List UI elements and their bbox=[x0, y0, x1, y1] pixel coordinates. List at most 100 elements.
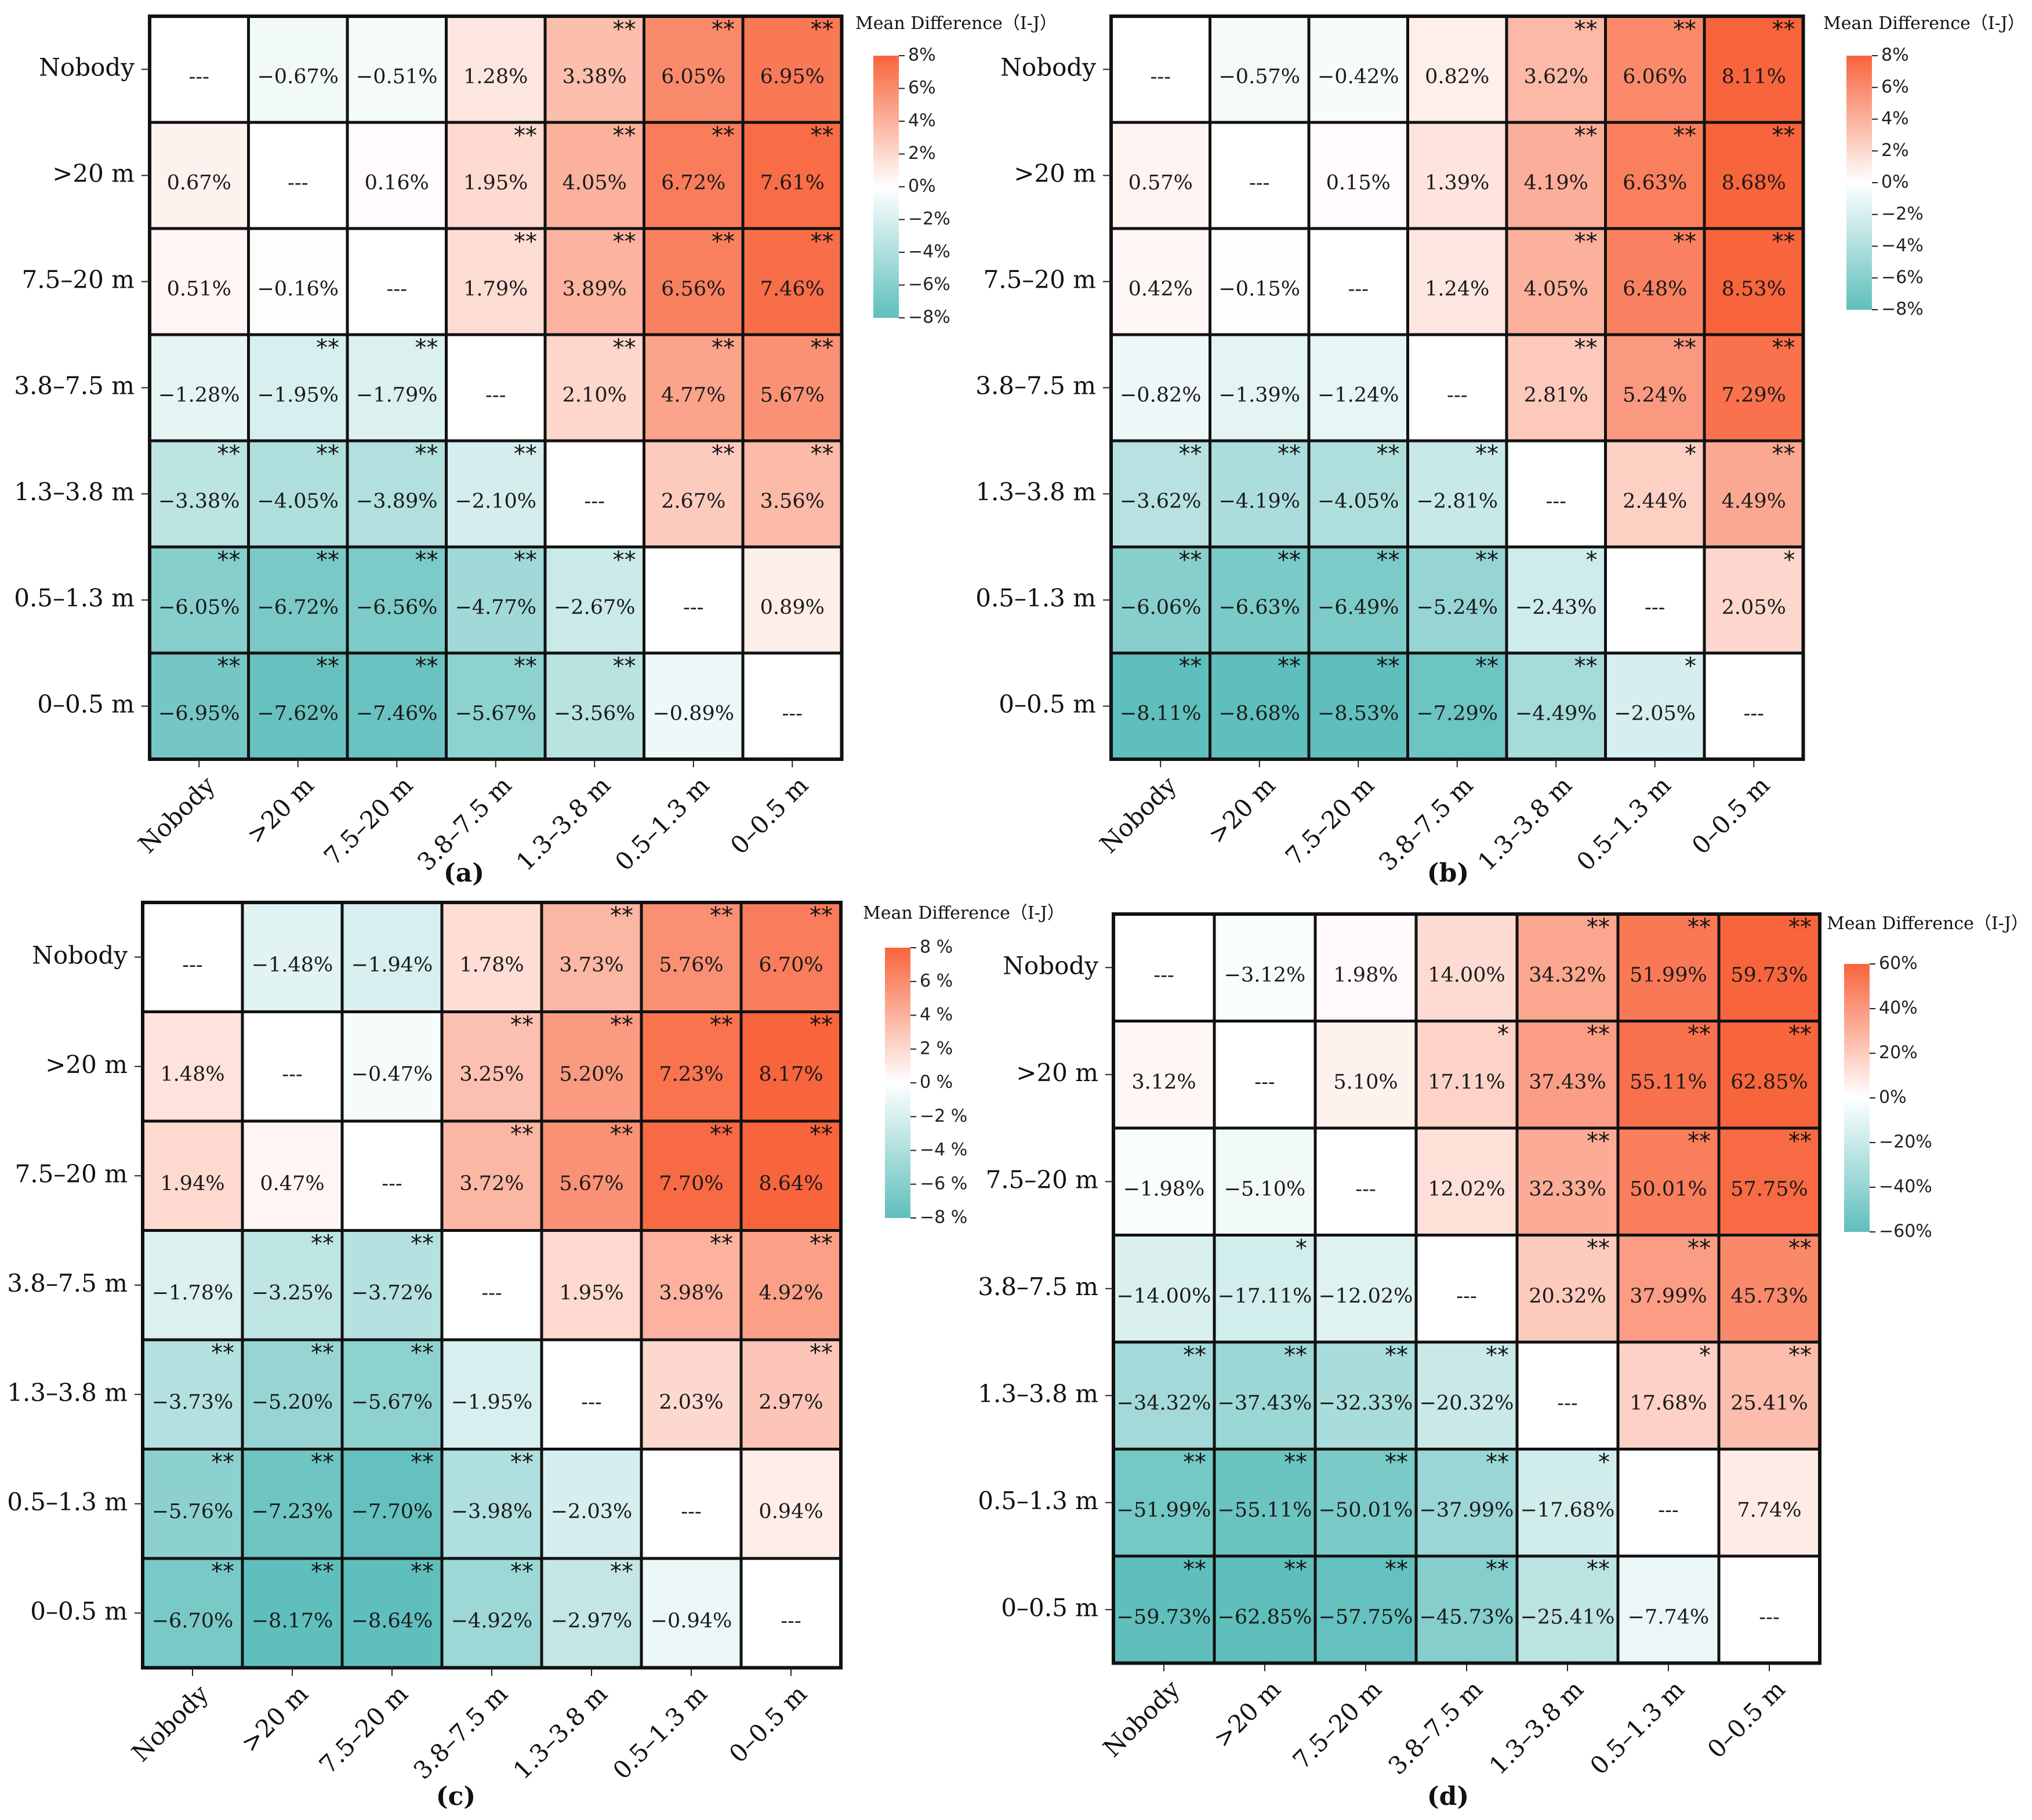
legend-title: Mean Difference（I-J） bbox=[1823, 13, 2025, 34]
heatmap-cell bbox=[241, 1119, 344, 1232]
cell-value-label: --- bbox=[1645, 596, 1665, 619]
heatmap-cell bbox=[1112, 1340, 1216, 1451]
cell-value-label: 3.89% bbox=[563, 278, 627, 301]
cell-value-label: −3.62% bbox=[1120, 490, 1202, 513]
cell-value-label: −4.92% bbox=[451, 1609, 533, 1633]
legend-tick-label: 0% bbox=[908, 176, 936, 197]
cell-value-label: −8.53% bbox=[1318, 702, 1399, 726]
cell-value-label: −0.94% bbox=[651, 1609, 732, 1633]
cell-value-label: 8.11% bbox=[1722, 66, 1786, 89]
row-label: Nobody bbox=[1003, 951, 1098, 980]
cell-value-label: −8.64% bbox=[351, 1609, 433, 1633]
row-label: 0–0.5 m bbox=[1001, 1593, 1098, 1622]
row-label: 0–0.5 m bbox=[999, 690, 1096, 719]
significance-marker: ** bbox=[411, 1231, 434, 1257]
significance-marker: ** bbox=[811, 441, 834, 467]
significance-marker: ** bbox=[811, 122, 834, 149]
heatmap-cell bbox=[1112, 1020, 1216, 1130]
cell-value-label: −4.05% bbox=[257, 490, 339, 513]
cell-value-label: 2.05% bbox=[1722, 596, 1786, 619]
heatmap-cell bbox=[1307, 14, 1409, 124]
column-label: 0.5–1.3 m bbox=[1584, 1675, 1690, 1781]
significance-marker: ** bbox=[1673, 229, 1696, 255]
heatmap-cell bbox=[241, 1010, 344, 1123]
cell-value-label: −59.73% bbox=[1117, 1606, 1211, 1629]
cell-value-label: −5.67% bbox=[455, 702, 536, 726]
cell-value-label: −0.82% bbox=[1120, 384, 1202, 407]
significance-marker: ** bbox=[415, 547, 438, 574]
significance-marker: ** bbox=[1385, 1556, 1408, 1583]
cell-value-label: 6.70% bbox=[759, 953, 823, 977]
significance-marker: ** bbox=[1772, 335, 1795, 361]
significance-marker: ** bbox=[1587, 1021, 1610, 1048]
cell-value-label: 62.85% bbox=[1730, 1071, 1808, 1094]
cell-value-label: −0.51% bbox=[356, 66, 438, 89]
cell-value-label: −3.98% bbox=[451, 1500, 533, 1523]
significance-marker: ** bbox=[514, 122, 537, 149]
heatmap-cell bbox=[1213, 1448, 1317, 1558]
significance-marker: ** bbox=[1788, 1128, 1812, 1155]
significance-marker: ** bbox=[810, 1231, 833, 1257]
heatmap-cell bbox=[1616, 1020, 1721, 1130]
heatmap-cell bbox=[1313, 1340, 1418, 1451]
heatmap-cell bbox=[741, 121, 843, 230]
cell-value-label: 4.92% bbox=[759, 1281, 823, 1304]
legend-tick-label: −60% bbox=[1879, 1221, 1932, 1242]
significance-marker: ** bbox=[415, 653, 438, 680]
significance-marker: ** bbox=[610, 1012, 633, 1039]
significance-marker: ** bbox=[610, 902, 633, 929]
cell-value-label: −1.28% bbox=[158, 384, 240, 407]
cell-value-label: 0.47% bbox=[260, 1172, 324, 1195]
cell-value-label: 6.95% bbox=[760, 66, 825, 89]
legend-tick-label: 4% bbox=[908, 111, 936, 131]
heatmap-cell bbox=[241, 1338, 344, 1451]
cell-value-label: 1.95% bbox=[463, 172, 528, 195]
row-label: 0–0.5 m bbox=[37, 690, 135, 719]
significance-marker: ** bbox=[810, 1340, 833, 1366]
row-label: 3.8–7.5 m bbox=[7, 1269, 128, 1297]
cell-value-label: --- bbox=[1254, 1071, 1275, 1094]
row-label: 0–0.5 m bbox=[30, 1597, 128, 1625]
cell-value-label: −0.89% bbox=[652, 702, 734, 726]
cell-value-label: --- bbox=[481, 1281, 502, 1304]
cell-value-label: --- bbox=[1744, 702, 1764, 726]
heatmap-cell bbox=[643, 333, 745, 443]
row-label: 3.8–7.5 m bbox=[14, 372, 135, 400]
cell-value-label: −4.05% bbox=[1318, 490, 1399, 513]
column-label: >20 m bbox=[241, 771, 320, 849]
cell-value-label: −6.95% bbox=[158, 702, 240, 726]
heatmap-cell bbox=[1307, 439, 1409, 549]
heatmap-cell bbox=[440, 1557, 543, 1669]
legend-tick-label: −2 % bbox=[920, 1106, 967, 1126]
cell-value-label: −45.73% bbox=[1420, 1606, 1514, 1629]
cell-value-label: −12.02% bbox=[1319, 1285, 1413, 1308]
legend-tick-label: 8 % bbox=[920, 937, 953, 958]
heatmap-cell bbox=[1209, 439, 1311, 549]
column-label: Nobody bbox=[126, 1680, 214, 1767]
cell-value-label: −7.46% bbox=[356, 702, 438, 726]
significance-marker: ** bbox=[1284, 1342, 1307, 1369]
heatmap-cell bbox=[1313, 1020, 1418, 1130]
heatmap-cell bbox=[1604, 651, 1706, 761]
colorbar bbox=[1846, 56, 1872, 310]
cell-value-label: −7.29% bbox=[1416, 702, 1498, 726]
cell-value-label: −0.16% bbox=[257, 278, 339, 301]
significance-marker: ** bbox=[514, 229, 537, 255]
cell-value-label: --- bbox=[1249, 172, 1269, 195]
cell-value-label: −5.20% bbox=[252, 1391, 333, 1414]
heatmap-cell bbox=[346, 121, 448, 230]
heatmap-cell bbox=[640, 1229, 743, 1342]
row-label: 7.5–20 m bbox=[22, 266, 135, 294]
significance-marker: ** bbox=[1179, 653, 1202, 680]
cell-value-label: −3.25% bbox=[252, 1281, 333, 1304]
cell-value-label: 37.43% bbox=[1529, 1071, 1606, 1094]
cell-value-label: --- bbox=[1759, 1606, 1779, 1629]
cell-value-label: 7.23% bbox=[659, 1063, 723, 1086]
cell-value-label: −5.67% bbox=[351, 1391, 433, 1414]
heatmap-cell bbox=[1109, 545, 1211, 655]
significance-marker: ** bbox=[1377, 653, 1400, 680]
row-label: 0.5–1.3 m bbox=[975, 584, 1096, 612]
cell-value-label: --- bbox=[1456, 1285, 1476, 1308]
heatmap-cell bbox=[741, 227, 843, 336]
significance-marker: ** bbox=[311, 1231, 334, 1257]
